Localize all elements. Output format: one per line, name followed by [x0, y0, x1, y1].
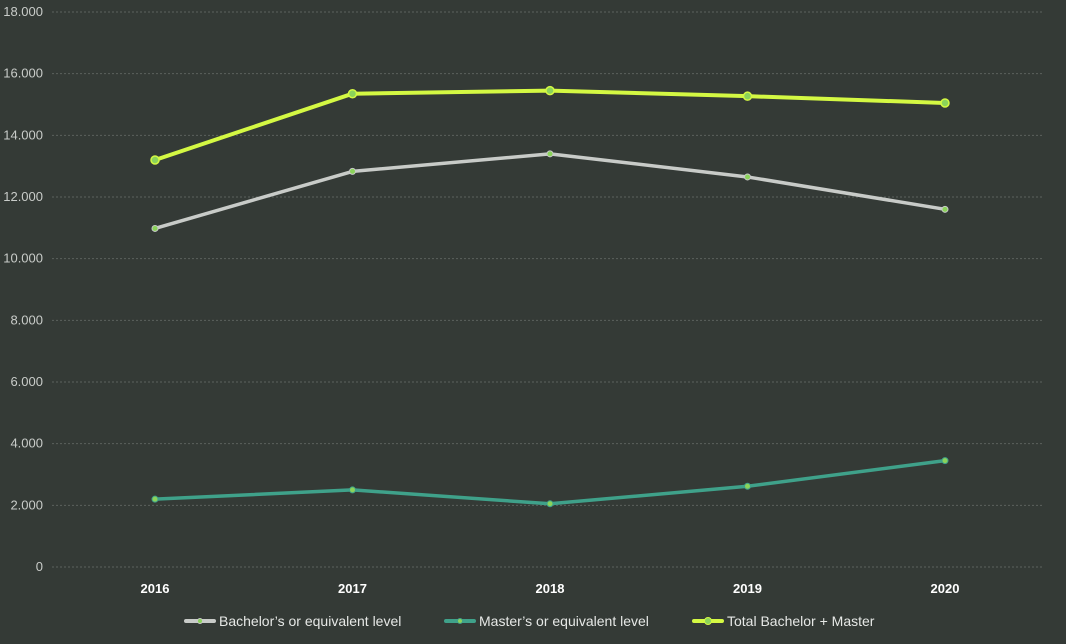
data-point — [151, 495, 159, 503]
y-tick-label: 2.000 — [10, 497, 43, 512]
x-axis-ticks: 2016 2017 2018 2019 2020 — [141, 581, 960, 596]
y-tick-label: 12.000 — [3, 189, 43, 204]
y-axis-ticks: 0 2.000 4.000 6.000 8.000 10.000 12.000 14.000 1… — [3, 4, 43, 574]
legend-marker — [704, 617, 712, 625]
legend-label: Bachelor’s or equivalent level — [219, 613, 401, 629]
data-point — [347, 88, 358, 99]
legend-item[interactable]: Total Bachelor + Master — [692, 613, 875, 629]
y-tick-label: 8.000 — [10, 312, 43, 327]
data-point — [349, 486, 356, 494]
y-tick-label: 0 — [36, 559, 43, 574]
y-tick-label: 14.000 — [3, 127, 43, 142]
data-point — [941, 205, 949, 213]
legend-marker — [197, 618, 203, 624]
series-line — [153, 152, 947, 231]
series-1 — [151, 150, 949, 232]
data-point — [545, 85, 555, 96]
legend-marker — [457, 618, 463, 624]
data-point — [940, 98, 950, 108]
x-tick-label: 2018 — [536, 581, 565, 596]
y-tick-label: 16.000 — [3, 66, 43, 81]
data-point — [349, 167, 356, 175]
x-tick-label: 2019 — [733, 581, 762, 596]
data-point — [742, 91, 753, 101]
y-tick-label: 6.000 — [10, 374, 43, 389]
x-tick-label: 2016 — [141, 581, 170, 596]
series-group — [150, 85, 950, 508]
legend-label: Master’s or equivalent level — [479, 613, 649, 629]
series-line — [153, 458, 947, 506]
data-point — [744, 482, 751, 490]
data-point — [546, 150, 554, 158]
data-point — [546, 500, 554, 508]
y-tick-label: 18.000 — [3, 4, 43, 19]
legend-item[interactable]: Master’s or equivalent level — [444, 613, 649, 629]
data-point — [941, 457, 949, 465]
legend: Bachelor’s or equivalent level Master’s o… — [184, 613, 875, 629]
grid — [52, 11, 1043, 568]
y-tick-label: 4.000 — [10, 436, 43, 451]
series-2 — [151, 457, 949, 508]
legend-item[interactable]: Bachelor’s or equivalent level — [184, 613, 401, 629]
y-tick-label: 10.000 — [3, 251, 43, 266]
data-point — [744, 173, 751, 181]
series-3 — [150, 85, 950, 165]
data-point — [151, 224, 159, 232]
x-tick-label: 2017 — [338, 581, 367, 596]
data-point — [150, 155, 160, 165]
legend-label: Total Bachelor + Master — [727, 613, 875, 629]
series-line — [153, 88, 947, 162]
x-tick-label: 2020 — [931, 581, 960, 596]
